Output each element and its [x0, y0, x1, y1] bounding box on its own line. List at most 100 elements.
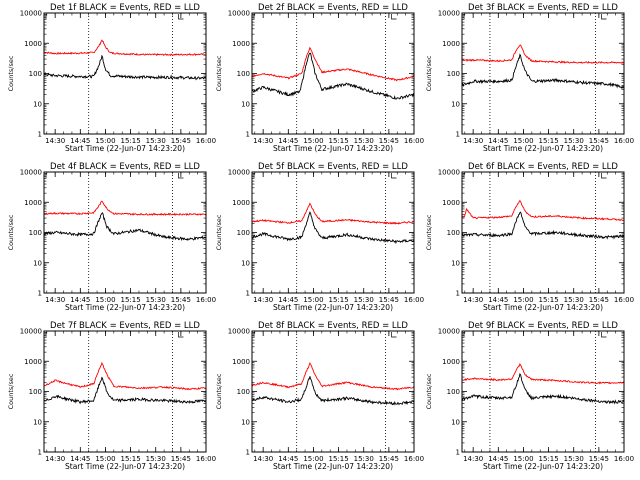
- y-axis-label: Counts/sec: [215, 55, 223, 91]
- y-tick-label: 1: [38, 131, 42, 139]
- plot-frame: [43, 12, 207, 135]
- series-events-line: [461, 372, 625, 405]
- plot-frame: [251, 12, 415, 135]
- series-lld-line: [461, 362, 625, 385]
- y-tick-label: 1: [38, 290, 42, 298]
- y-tick-label: 1000: [24, 40, 42, 48]
- x-tick-label: 15:45: [171, 455, 191, 463]
- y-tick-label: 1: [246, 131, 250, 139]
- y-tick-label: 10: [241, 259, 250, 267]
- x-tick-label: 15:30: [146, 455, 166, 463]
- x-tick-label: 15:30: [354, 455, 374, 463]
- y-tick-label: 100: [447, 388, 460, 396]
- panel-title: Det 2f BLACK = Events, RED = LLD: [258, 3, 408, 13]
- x-axis-label: Start Time (22-Jun-07 14:23:20): [65, 303, 185, 312]
- y-tick-label: 10: [241, 100, 250, 108]
- x-tick-label: 15:30: [146, 296, 166, 304]
- x-axis-label: Start Time (22-Jun-07 14:23:20): [65, 462, 185, 471]
- series-events-line: [251, 376, 415, 406]
- series-events-line: [461, 211, 625, 240]
- y-axis-label: Counts/sec: [7, 373, 15, 409]
- y-tick-label: 1: [456, 131, 460, 139]
- x-tick-label: 15:15: [538, 137, 558, 145]
- x-tick-label: 14:30: [253, 455, 273, 463]
- y-tick-label: 10: [451, 100, 460, 108]
- y-tick-label: 100: [237, 70, 250, 78]
- series-events-line: [251, 52, 415, 100]
- plot-frame: [43, 330, 207, 453]
- x-tick-label: 16:00: [614, 137, 634, 145]
- plot-frame: [43, 171, 207, 294]
- panel-title: Det 5f BLACK = Events, RED = LLD: [258, 162, 408, 172]
- x-axis-label: Start Time (22-Jun-07 14:23:20): [483, 303, 603, 312]
- plot-frame: [461, 330, 625, 453]
- panel-title: Det 4f BLACK = Events, RED = LLD: [50, 162, 200, 172]
- x-tick-label: 14:45: [278, 296, 298, 304]
- x-tick-label: 16:00: [404, 455, 424, 463]
- x-tick-label: 14:45: [278, 455, 298, 463]
- x-tick-label: 15:00: [95, 296, 115, 304]
- panel-det-4: Det 4f BLACK = Events, RED = LLD Counts/s…: [7, 162, 216, 312]
- x-tick-label: 15:30: [564, 137, 584, 145]
- x-tick-label: 15:00: [303, 455, 323, 463]
- x-tick-label: 15:00: [303, 296, 323, 304]
- y-axis-label: Counts/sec: [7, 214, 15, 250]
- x-tick-label: 15:15: [120, 455, 140, 463]
- y-tick-label: 10000: [438, 10, 460, 18]
- series-lld-line: [44, 39, 207, 57]
- x-tick-label: 15:15: [328, 296, 348, 304]
- series-lld-line: [461, 199, 624, 222]
- x-tick-label: 14:30: [253, 137, 273, 145]
- y-tick-label: 10000: [228, 169, 250, 177]
- x-tick-label: 15:30: [564, 455, 584, 463]
- series-lld-line: [251, 362, 415, 391]
- y-tick-label: 1000: [442, 199, 460, 207]
- x-tick-label: 14:30: [463, 296, 483, 304]
- y-tick-label: 1000: [232, 199, 250, 207]
- y-axis-label: Counts/sec: [215, 373, 223, 409]
- x-tick-label: 15:00: [513, 455, 533, 463]
- x-tick-label: 15:15: [328, 137, 348, 145]
- x-tick-label: 16:00: [196, 455, 216, 463]
- plot-frame: [251, 330, 415, 453]
- series-events-line: [43, 54, 207, 81]
- y-tick-label: 100: [237, 388, 250, 396]
- x-tick-label: 15:00: [303, 137, 323, 145]
- y-tick-label: 10: [33, 100, 42, 108]
- panel-title: Det 8f BLACK = Events, RED = LLD: [258, 321, 408, 331]
- panel-title: Det 7f BLACK = Events, RED = LLD: [50, 321, 200, 331]
- panel-det-6: Det 6f BLACK = Events, RED = LLD Counts/s…: [425, 162, 634, 312]
- panel-det-1: Det 1f BLACK = Events, RED = LLD Counts/s…: [7, 3, 216, 153]
- y-tick-label: 10000: [438, 169, 460, 177]
- panel-det-8: Det 8f BLACK = Events, RED = LLD Counts/s…: [215, 321, 424, 471]
- x-tick-label: 14:30: [253, 296, 273, 304]
- x-axis-label: Start Time (22-Jun-07 14:23:20): [483, 144, 603, 153]
- x-tick-label: 16:00: [196, 296, 216, 304]
- x-tick-label: 16:00: [404, 296, 424, 304]
- x-tick-label: 14:45: [70, 455, 90, 463]
- x-tick-label: 15:30: [564, 296, 584, 304]
- segment-marker: [391, 332, 397, 338]
- plot-frame: [461, 12, 625, 135]
- y-tick-label: 1: [456, 449, 460, 457]
- x-tick-label: 15:15: [120, 137, 140, 145]
- x-tick-label: 15:00: [513, 296, 533, 304]
- panel-det-5: Det 5f BLACK = Events, RED = LLD Counts/s…: [215, 162, 424, 312]
- x-tick-label: 14:30: [463, 455, 483, 463]
- x-tick-label: 14:30: [45, 455, 65, 463]
- x-tick-label: 15:30: [354, 296, 374, 304]
- series-lld-line: [43, 361, 207, 391]
- panel-det-7: Det 7f BLACK = Events, RED = LLD Counts/s…: [7, 321, 216, 471]
- y-tick-label: 100: [447, 229, 460, 237]
- y-axis-label: Counts/sec: [425, 55, 433, 91]
- segment-marker: [178, 14, 184, 20]
- y-tick-label: 1000: [232, 40, 250, 48]
- x-tick-label: 14:45: [70, 137, 90, 145]
- panel-det-9: Det 9f BLACK = Events, RED = LLD Counts/s…: [425, 321, 634, 471]
- y-tick-label: 10000: [438, 328, 460, 336]
- y-tick-label: 10000: [228, 328, 250, 336]
- x-tick-label: 15:00: [95, 137, 115, 145]
- segment-marker: [178, 173, 184, 179]
- y-tick-label: 1000: [442, 40, 460, 48]
- series-events-line: [43, 212, 207, 242]
